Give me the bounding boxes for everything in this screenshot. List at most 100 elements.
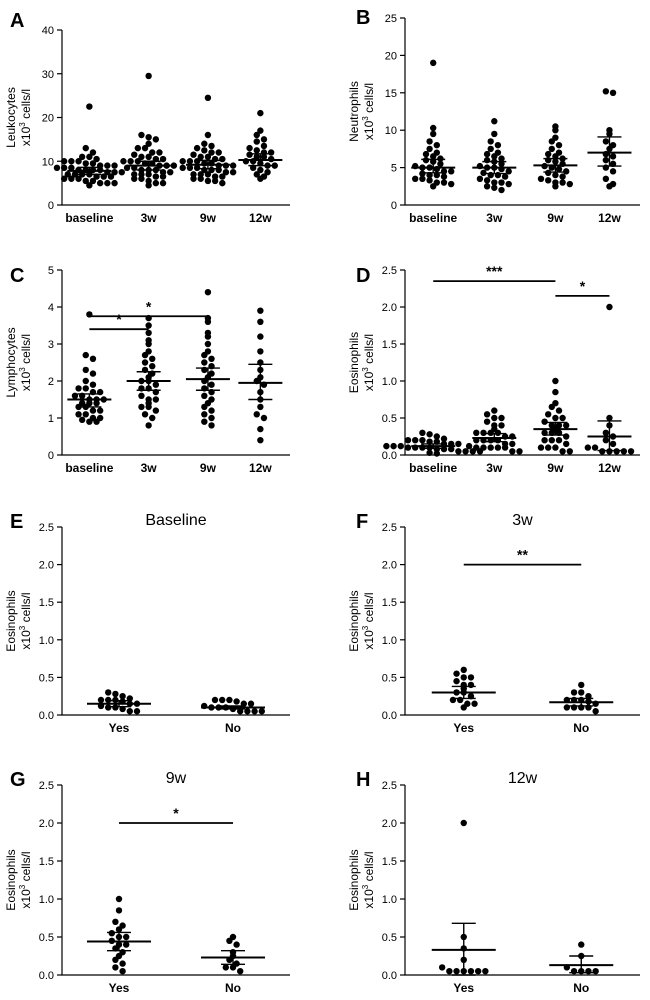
- x-category-label: 12w: [249, 461, 272, 475]
- series-baseline: [67, 311, 112, 425]
- data-point: [78, 416, 86, 424]
- data-point: [555, 407, 563, 414]
- significance-label: *: [173, 805, 179, 821]
- data-point: [145, 177, 152, 185]
- data-point: [548, 145, 555, 153]
- data-point: [145, 340, 152, 348]
- y-axis-label-unit: cells/l: [19, 89, 33, 122]
- x-category-label: Yes: [109, 981, 130, 995]
- series-12w: [238, 307, 283, 444]
- data-point: [145, 140, 152, 147]
- data-point: [211, 696, 219, 704]
- data-point: [555, 141, 563, 149]
- data-point: [111, 162, 118, 169]
- data-point: [112, 964, 119, 971]
- data-point: [219, 155, 226, 163]
- data-point: [430, 124, 437, 132]
- data-point: [253, 138, 260, 145]
- data-point: [246, 151, 253, 158]
- x-category-label: Yes: [109, 721, 130, 735]
- data-point: [215, 166, 222, 174]
- y-axis-label-line1: Neutrophils: [347, 81, 361, 142]
- y-tick-label: 0: [48, 200, 54, 212]
- data-point: [460, 674, 467, 681]
- y-axis-label: Eosinophilsx103 cells/l: [4, 849, 33, 910]
- data-point: [145, 322, 152, 329]
- y-tick-label: 5: [48, 265, 54, 277]
- data-point: [602, 429, 610, 436]
- data-point: [487, 429, 494, 436]
- superscript: 3: [361, 116, 370, 121]
- superscript: 3: [361, 884, 370, 889]
- data-point: [193, 158, 201, 165]
- data-point: [591, 444, 599, 451]
- data-point: [257, 166, 264, 174]
- data-point: [86, 418, 93, 425]
- superscript: 3: [361, 367, 370, 372]
- y-axis-label: Eosinophilsx103 cells/l: [347, 332, 376, 393]
- data-point: [186, 158, 194, 165]
- x-category-label: No: [225, 981, 241, 995]
- data-point: [141, 359, 149, 366]
- y-tick-label: 0.0: [39, 710, 54, 722]
- data-point: [473, 429, 480, 436]
- panel-letter: H: [356, 769, 370, 791]
- y-tick-label: 1.0: [39, 894, 54, 906]
- data-point: [578, 941, 585, 948]
- data-point: [97, 696, 105, 704]
- data-point: [201, 418, 208, 425]
- data-point: [606, 414, 613, 422]
- data-point: [201, 359, 208, 366]
- data-point: [545, 444, 552, 451]
- data-point: [257, 318, 264, 325]
- x-category-label: 12w: [598, 211, 621, 225]
- data-point: [609, 440, 617, 448]
- data-point: [449, 696, 457, 704]
- data-point: [145, 182, 152, 189]
- data-point: [483, 418, 491, 425]
- data-point: [422, 150, 430, 158]
- y-tick-label: 0.0: [39, 970, 54, 982]
- data-point: [599, 448, 606, 455]
- data-point: [426, 138, 433, 145]
- data-point: [215, 149, 222, 156]
- data-point: [498, 186, 505, 194]
- data-point: [253, 147, 260, 154]
- data-point: [264, 168, 271, 176]
- data-point: [112, 696, 119, 704]
- data-point: [152, 381, 160, 388]
- superscript: 3: [18, 367, 27, 372]
- data-point: [446, 968, 453, 975]
- data-point: [545, 411, 552, 418]
- data-point: [494, 171, 502, 179]
- data-point: [545, 156, 552, 164]
- y-tick-label: 0.5: [382, 413, 397, 425]
- data-point: [453, 677, 460, 685]
- y-axis-label: Neutrophilsx103 cells/l: [347, 81, 376, 142]
- data-point: [253, 131, 260, 139]
- series-3w: [472, 118, 517, 194]
- x-category-label: 3w: [486, 461, 503, 475]
- data-point: [537, 175, 545, 183]
- data-point: [483, 156, 491, 164]
- data-point: [111, 179, 118, 187]
- data-point: [251, 708, 258, 715]
- data-point: [108, 930, 116, 937]
- data-point: [260, 414, 268, 422]
- data-point: [208, 142, 215, 150]
- data-point: [219, 173, 226, 180]
- data-point: [578, 681, 585, 689]
- data-point: [89, 355, 97, 362]
- data-point: [145, 422, 152, 429]
- y-axis-label-line1: Eosinophils: [347, 849, 361, 910]
- y-tick-label: 30: [42, 69, 54, 81]
- panel-letter: D: [356, 265, 370, 287]
- data-point: [559, 179, 566, 186]
- data-point: [552, 414, 559, 422]
- data-point: [68, 164, 75, 172]
- data-point: [483, 177, 491, 184]
- data-point: [552, 444, 559, 451]
- data-point: [548, 403, 555, 411]
- data-point: [419, 437, 426, 444]
- superscript: 3: [18, 625, 27, 630]
